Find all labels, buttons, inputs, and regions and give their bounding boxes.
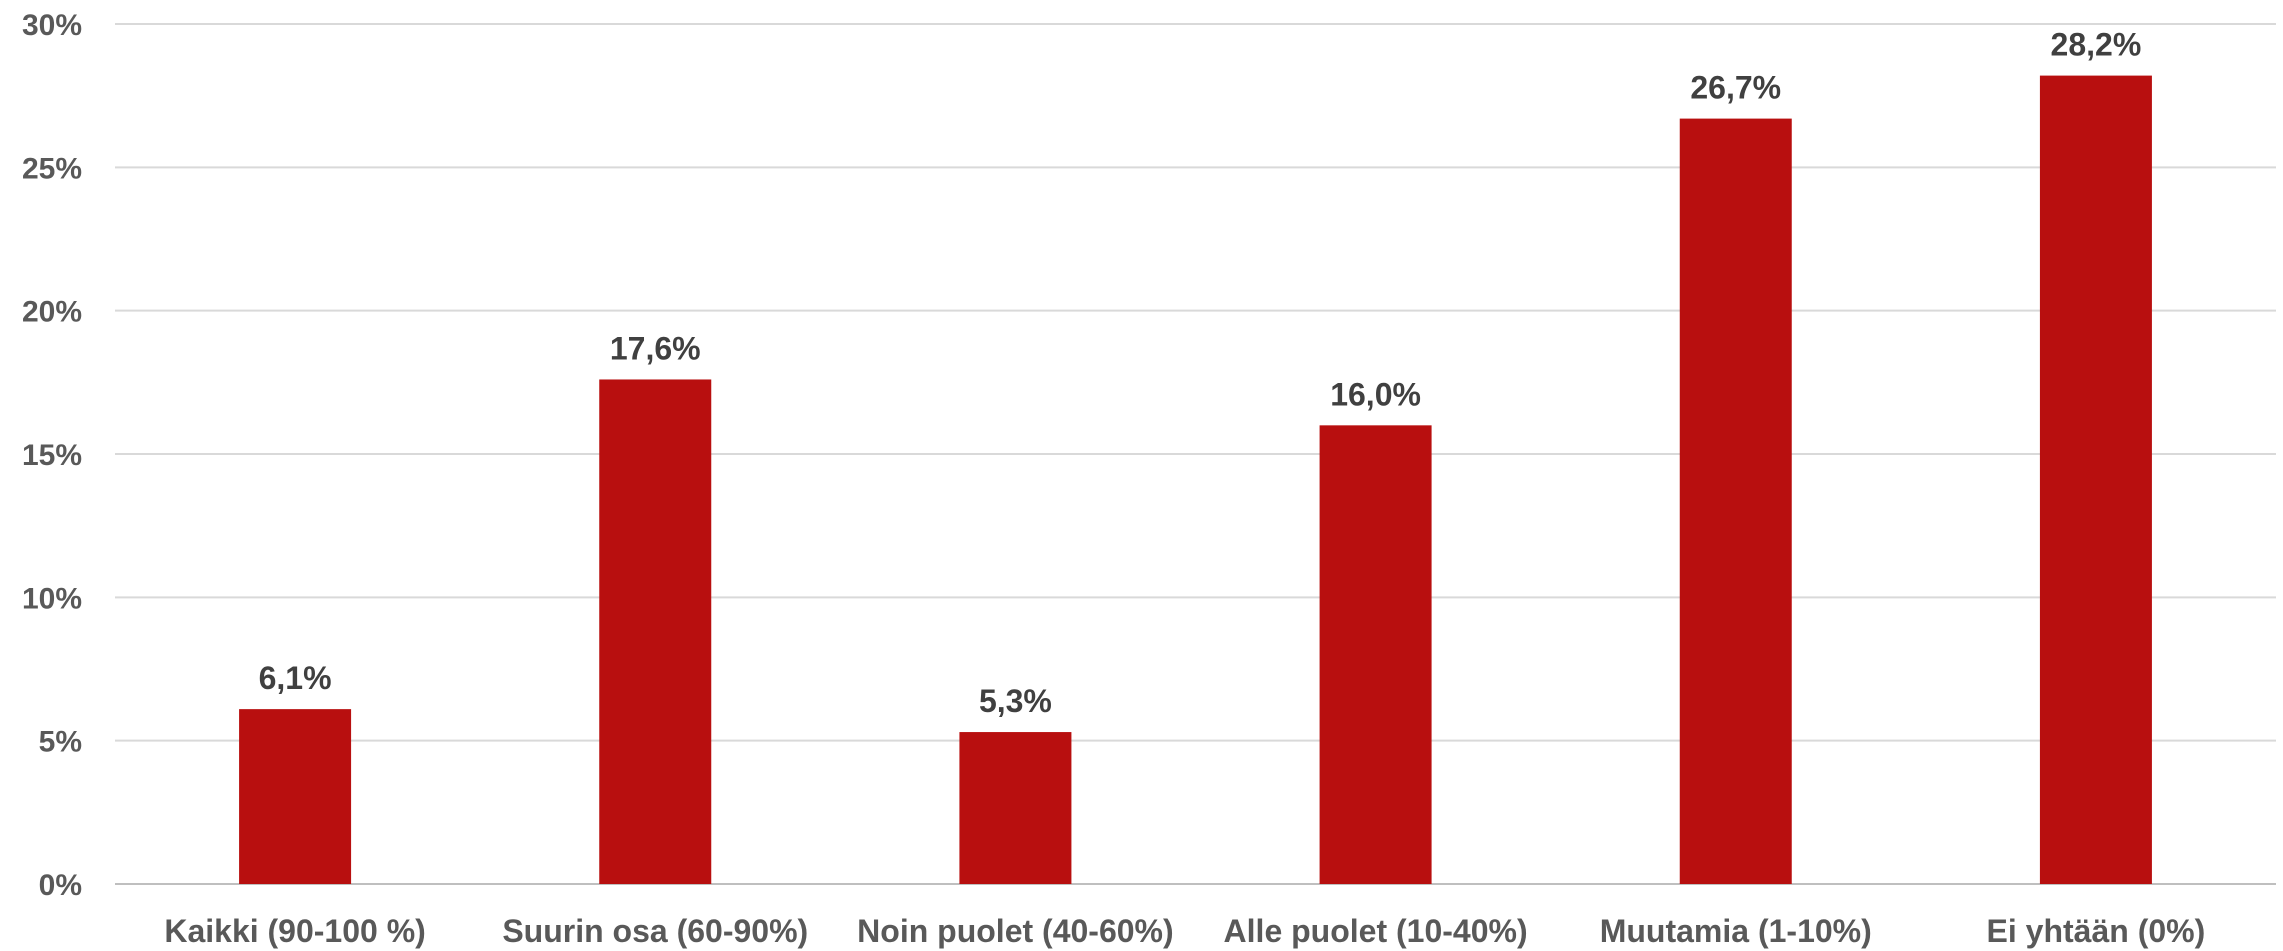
- data-label: 17,6%: [610, 330, 701, 366]
- y-tick-label: 15%: [22, 439, 82, 472]
- bars: [239, 75, 2152, 885]
- data-label: 28,2%: [2051, 27, 2142, 63]
- y-tick-label: 20%: [22, 296, 82, 329]
- data-labels: 6,1% 17,6% 5,3% 16,0% 26,7% 28,2%: [259, 27, 2142, 719]
- x-category-label: Ei yhtään (0%): [1987, 913, 2206, 949]
- y-tick-label: 0%: [39, 869, 82, 902]
- gridlines: [115, 23, 2276, 885]
- x-category-label: Noin puolet (40-60%): [857, 913, 1173, 949]
- x-category-label: Muutamia (1-10%): [1600, 913, 1872, 949]
- data-label: 26,7%: [1690, 70, 1781, 106]
- bar: [1319, 425, 1432, 884]
- bar: [239, 709, 352, 884]
- y-axis-tick-labels: 0% 5% 10% 15% 20% 25% 30%: [22, 9, 82, 902]
- bar: [2039, 75, 2152, 885]
- data-label: 16,0%: [1330, 376, 1421, 412]
- y-tick-label: 25%: [22, 152, 82, 185]
- y-tick-label: 30%: [22, 9, 82, 42]
- bar: [599, 379, 712, 884]
- y-tick-label: 5%: [39, 726, 82, 759]
- x-category-label: Suurin osa (60-90%): [502, 913, 808, 949]
- x-category-label: Kaikki (90-100 %): [164, 913, 425, 949]
- x-category-label: Alle puolet (10-40%): [1224, 913, 1528, 949]
- x-axis-category-labels: Kaikki (90-100 %) Suurin osa (60-90%) Noin…: [164, 913, 2205, 949]
- bar: [1679, 118, 1792, 885]
- bar: [959, 732, 1072, 884]
- data-label: 5,3%: [979, 683, 1052, 719]
- y-tick-label: 10%: [22, 582, 82, 615]
- data-label: 6,1%: [259, 660, 332, 696]
